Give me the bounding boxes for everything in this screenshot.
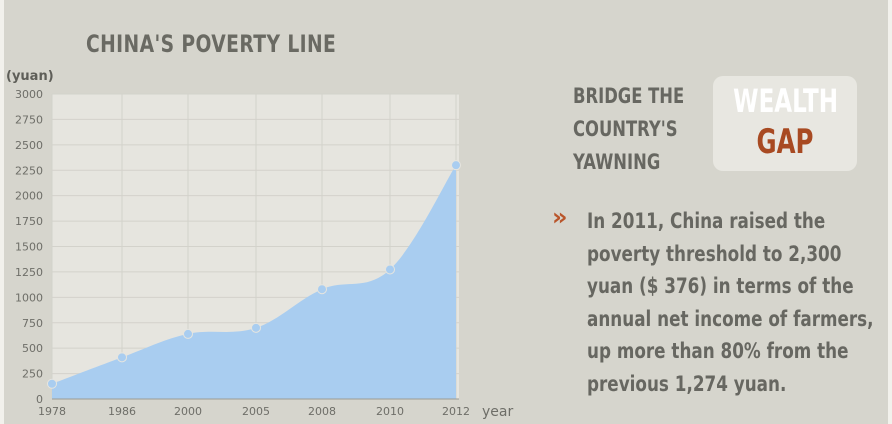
body-line: annual net income of farmers, xyxy=(587,306,874,331)
body-line: In 2011, China raised the xyxy=(587,209,826,233)
y-tick-label: 1500 xyxy=(15,241,43,254)
left-frame-edge xyxy=(0,0,4,424)
y-tick-label: 1250 xyxy=(15,266,43,279)
wealth-gap-badge: WEALTH GAP xyxy=(713,76,857,171)
y-tick-label: 750 xyxy=(22,317,43,330)
data-point xyxy=(251,322,261,333)
y-tick-label: 1750 xyxy=(15,215,43,228)
x-tick-label: 1986 xyxy=(108,405,136,418)
y-tick-label: 3000 xyxy=(15,88,43,101)
y-tick-label: 2250 xyxy=(15,164,43,177)
headline-line: YAWNING xyxy=(573,150,661,174)
data-point xyxy=(47,378,57,389)
y-tick-label: 2750 xyxy=(15,113,43,126)
chart-title: CHINA'S POVERTY LINE xyxy=(86,30,337,58)
body-paragraph: In 2011, China raised the poverty thresh… xyxy=(587,205,874,400)
double-chevron-right-icon: » xyxy=(552,203,567,231)
y-axis-label: (yuan) xyxy=(6,69,54,84)
body-line: up more than 80% from the xyxy=(587,339,849,363)
right-frame-edge xyxy=(888,0,892,424)
x-tick-label: 2008 xyxy=(308,405,336,418)
series-area xyxy=(52,165,456,399)
badge-wealth-text: WEALTH xyxy=(733,82,839,120)
data-point xyxy=(385,264,395,275)
y-tick-label: 1000 xyxy=(15,291,43,304)
x-tick-label: 2012 xyxy=(442,405,470,418)
data-point xyxy=(317,284,327,295)
body-line: previous 1,274 yuan. xyxy=(587,371,787,396)
x-tick-label: 2005 xyxy=(242,405,270,418)
x-tick-label: 2000 xyxy=(174,405,202,418)
body-line: poverty threshold to 2,300 xyxy=(587,241,842,266)
headline-line: BRIDGE THE xyxy=(573,84,685,108)
headline-bridge: BRIDGE THE COUNTRY'S YAWNING xyxy=(573,80,684,179)
headline-line: COUNTRY'S xyxy=(573,117,678,141)
y-tick-label: 250 xyxy=(22,368,43,381)
y-tick-label: 2500 xyxy=(15,139,43,152)
data-point xyxy=(451,160,461,171)
y-tick-label: 500 xyxy=(22,342,43,355)
badge-gap-text: GAP xyxy=(756,122,814,162)
y-tick-label: 2000 xyxy=(15,190,43,203)
data-point xyxy=(117,352,127,363)
x-axis-label: year xyxy=(482,404,513,420)
body-line: yuan ($ 376) in terms of the xyxy=(587,274,854,298)
data-point xyxy=(183,328,193,339)
x-tick-label: 1978 xyxy=(38,405,66,418)
x-tick-label: 2010 xyxy=(376,405,404,418)
y-tick-label: 0 xyxy=(36,393,43,406)
poverty-line-chart: 3000275025002250200017501500125010007505… xyxy=(6,69,513,420)
